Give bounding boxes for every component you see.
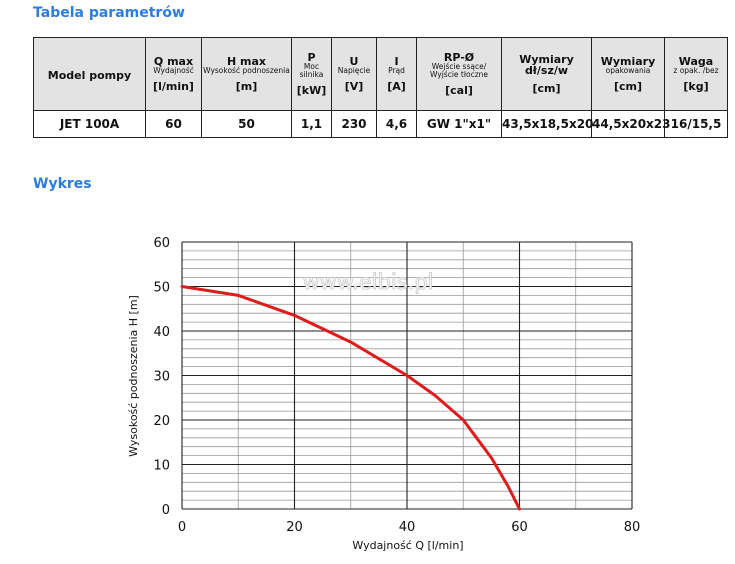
header-voltage-sub: Napięcie bbox=[337, 66, 371, 76]
header-current-unit: [A] bbox=[387, 79, 406, 93]
header-qmax: Q max Wydajność [l/min] bbox=[145, 37, 202, 111]
header-qmax-label: Q max bbox=[153, 54, 194, 68]
table-header-row: Model pompy Q max Wydajność [l/min] H max W… bbox=[33, 37, 728, 111]
x-tick-label: 40 bbox=[399, 520, 416, 535]
cell-model: JET 100A bbox=[33, 110, 146, 138]
cell-qmax: 60 bbox=[145, 110, 202, 138]
header-dimensions: Wymiary dł/sz/w [cm] bbox=[501, 37, 592, 111]
y-tick-label: 60 bbox=[153, 236, 170, 251]
header-hmax: H max Wysokość podnoszenia [m] bbox=[201, 37, 292, 111]
header-qmax-sub: Wydajność bbox=[153, 66, 194, 76]
watermark: www.elbis.pl bbox=[303, 270, 434, 294]
header-hmax-label: H max bbox=[226, 54, 266, 68]
header-hmax-unit: [m] bbox=[235, 79, 258, 93]
header-voltage-label: U bbox=[349, 54, 359, 68]
header-weight-unit: [kg] bbox=[683, 79, 709, 93]
y-tick-label: 40 bbox=[153, 325, 170, 340]
x-tick-label: 0 bbox=[178, 520, 186, 535]
cell-dimensions: 43,5x18,5x20 bbox=[501, 110, 593, 138]
y-tick-label: 50 bbox=[153, 281, 170, 296]
table-section-title: Tabela parametrów bbox=[33, 5, 185, 21]
y-tick-label: 10 bbox=[153, 459, 170, 474]
header-voltage: U Napięcie [V] bbox=[331, 37, 377, 111]
header-connection-label: RP-Ø bbox=[443, 50, 475, 64]
header-dimensions-unit: [cm] bbox=[532, 81, 561, 95]
parameters-table: Model pompy Q max Wydajność [l/min] H max W… bbox=[33, 37, 728, 138]
header-weight-label: Waga bbox=[678, 54, 714, 68]
header-hmax-sub: Wysokość podnoszenia bbox=[203, 66, 290, 76]
header-dimensions-sub: dł/sz/w bbox=[524, 64, 569, 78]
y-axis-label: Wysokość podnoszenia H [m] bbox=[127, 295, 140, 457]
cell-current: 4,6 bbox=[376, 110, 417, 138]
header-package-dimensions: Wymiary opakowania [cm] bbox=[591, 37, 665, 111]
header-connection-unit: [cal] bbox=[445, 83, 473, 97]
header-connection-sub: Wejście ssące/ Wyjście tłoczne bbox=[429, 62, 488, 79]
table-row: JET 100A 60 50 1,1 230 4,6 GW 1"x1" 43,5… bbox=[33, 110, 728, 138]
x-axis-label: Wydajność Q [l/min] bbox=[352, 539, 463, 552]
header-current-label: I bbox=[394, 54, 399, 68]
header-model-label: Model pompy bbox=[47, 68, 132, 82]
header-power-unit: [kW] bbox=[296, 83, 327, 97]
x-tick-label: 60 bbox=[511, 520, 528, 535]
header-package-unit: [cm] bbox=[613, 79, 643, 93]
chart-section-title: Wykres bbox=[33, 176, 92, 192]
header-current-sub: Prąd bbox=[388, 66, 405, 76]
x-tick-label: 20 bbox=[286, 520, 303, 535]
header-voltage-unit: [V] bbox=[344, 79, 364, 93]
header-weight-sub: z opak. /bez bbox=[673, 66, 719, 76]
header-dimensions-label: Wymiary bbox=[519, 52, 574, 66]
header-qmax-unit: [l/min] bbox=[153, 79, 194, 93]
header-power: P Moc silnika [kW] bbox=[291, 37, 332, 111]
cell-voltage: 230 bbox=[331, 110, 377, 138]
header-package-sub: opakowania bbox=[605, 66, 651, 76]
cell-power: 1,1 bbox=[291, 110, 332, 138]
cell-connection: GW 1"x1" bbox=[416, 110, 502, 138]
y-tick-label: 20 bbox=[153, 414, 170, 429]
cell-hmax: 50 bbox=[201, 110, 292, 138]
y-tick-label: 30 bbox=[153, 370, 170, 385]
x-tick-label: 80 bbox=[624, 520, 641, 535]
header-power-sub: Moc silnika bbox=[299, 62, 324, 79]
header-package-label: Wymiary bbox=[600, 54, 656, 68]
cell-weight: 16/15,5 bbox=[664, 110, 728, 138]
y-tick-label: 0 bbox=[162, 503, 170, 518]
header-connection: RP-Ø Wejście ssące/ Wyjście tłoczne [cal] bbox=[416, 37, 502, 111]
cell-package-dimensions: 44,5x20x23 bbox=[591, 110, 671, 138]
pump-curve-line bbox=[180, 285, 521, 511]
header-weight: Waga z opak. /bez [kg] bbox=[664, 37, 728, 111]
header-power-label: P bbox=[307, 50, 316, 64]
